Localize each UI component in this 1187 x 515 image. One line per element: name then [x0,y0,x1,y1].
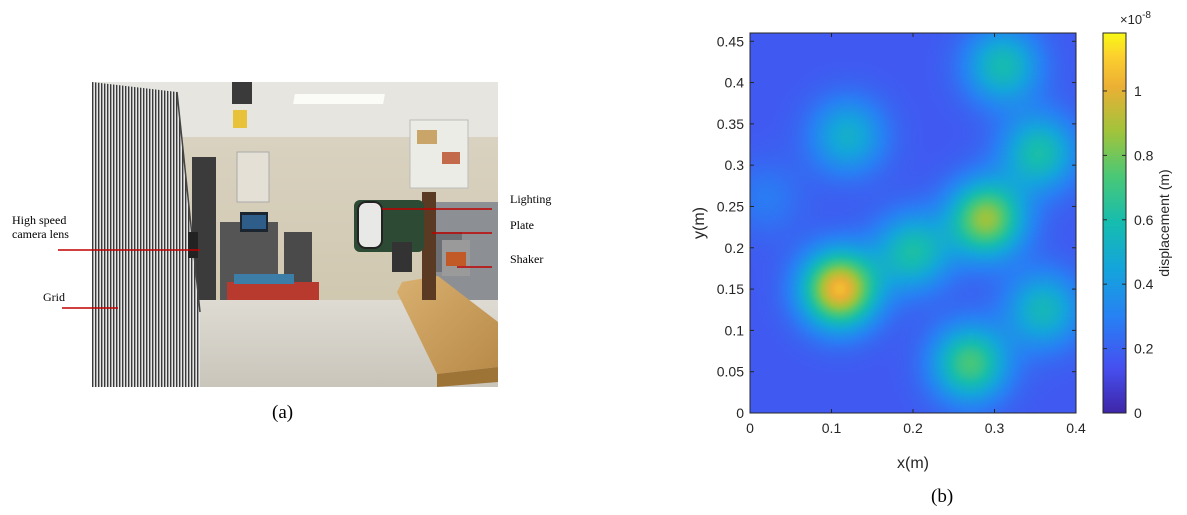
x-tick-label: 0.2 [903,420,923,436]
callout-plate: Plate [510,218,534,232]
callout-lighting: Lighting [510,192,552,206]
colorbar-exponent: ×10-8 [1120,10,1151,27]
callout-shaker: Shaker [510,252,544,266]
heatmap-figure: 0 0.1 0.2 0.3 0.4 0 0.05 0.1 0.15 0.2 0.25 0.3 0.35… [691,10,1172,472]
colorbar-gradient [1103,33,1126,413]
callout-camera-lens: High speed camera lens [12,213,69,241]
y-tick-label: 0.05 [717,364,744,380]
colorbar-tick-label: 0.8 [1134,147,1154,163]
x-tick-label: 0.4 [1066,420,1086,436]
x-tick-label: 0 [746,420,754,436]
x-axis-ticks: 0 0.1 0.2 0.3 0.4 [746,33,1086,436]
colorbar-label: displacement (m) [1156,169,1172,276]
panel-a: Lighting Plate Shaker High speed camera … [12,82,552,423]
y-tick-label: 0.3 [725,157,745,173]
y-axis-ticks: 0 0.05 0.1 0.15 0.2 0.25 0.3 0.35 0.4 0.45 [717,33,1076,421]
colorbar-tick-label: 1 [1134,83,1142,99]
caption-a: (a) [272,402,294,423]
y-axis-label: y(m) [691,207,708,239]
colorbar-tick-label: 0 [1134,405,1142,421]
colorbar-tick-label: 0.2 [1134,341,1154,357]
callout-camera-line2: camera lens [12,227,69,241]
y-tick-label: 0 [736,405,744,421]
colorbar-box [1102,32,1127,414]
x-axis-label: x(m) [897,455,929,472]
colorbar-tick-label: 0.6 [1134,212,1154,228]
colorbar-tick-label: 0.4 [1134,276,1154,292]
x-tick-label: 0.1 [822,420,842,436]
y-tick-label: 0.15 [717,281,744,297]
y-tick-label: 0.35 [717,116,744,132]
y-tick-label: 0.1 [725,322,745,338]
callout-lines [58,249,200,309]
y-tick-label: 0.25 [717,198,744,214]
callout-camera-line1: High speed [12,213,67,227]
callout-grid: Grid [43,290,65,304]
setup-photo [92,82,498,387]
y-tick-label: 0.4 [725,75,745,91]
heatmap-field [750,33,1076,413]
x-tick-label: 0.3 [985,420,1005,436]
y-tick-label: 0.2 [725,240,745,256]
caption-b: (b) [931,486,954,507]
colorbar-ticks: 0 0.2 0.4 0.6 0.8 1 [1103,83,1154,421]
y-tick-label: 0.45 [717,33,744,49]
